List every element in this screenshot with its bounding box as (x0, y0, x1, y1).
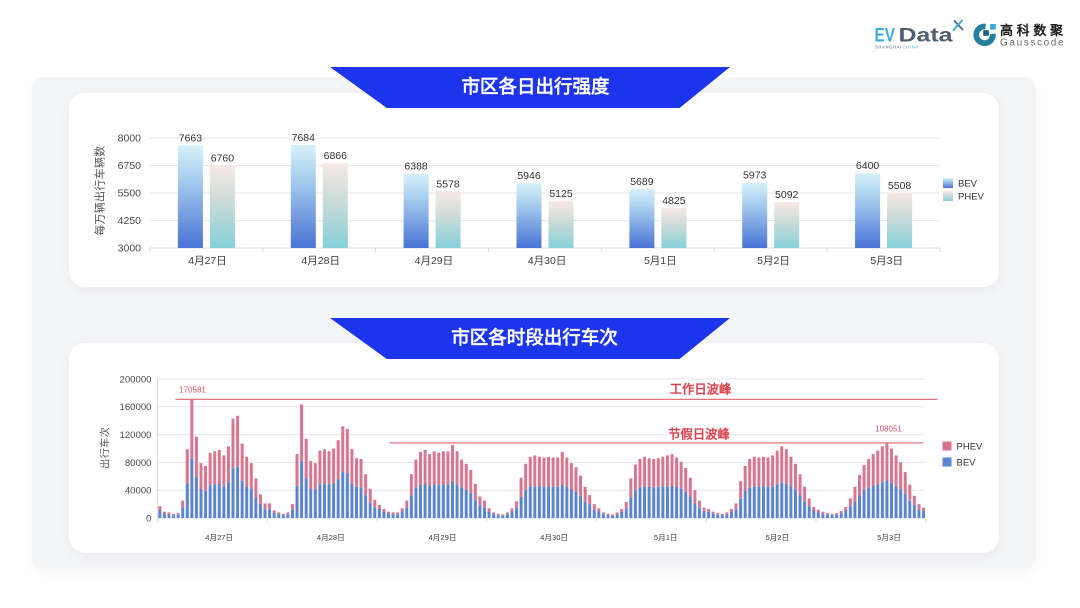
svg-text:出行车次: 出行车次 (98, 427, 111, 469)
svg-text:6388: 6388 (404, 161, 428, 173)
svg-text:Gausscode: Gausscode (1000, 37, 1064, 48)
svg-text:节假日波峰: 节假日波峰 (668, 426, 730, 441)
svg-text:5689: 5689 (630, 176, 654, 188)
svg-text:170581: 170581 (179, 385, 206, 394)
svg-text:4250: 4250 (118, 215, 142, 227)
svg-text:108051: 108051 (875, 425, 902, 434)
svg-text:4月28日: 4月28日 (317, 533, 345, 542)
svg-text:120000: 120000 (119, 430, 151, 441)
svg-text:5508: 5508 (888, 180, 912, 192)
svg-text:5973: 5973 (743, 170, 767, 182)
svg-text:PHEV: PHEV (958, 192, 985, 203)
svg-text:4月27日: 4月27日 (188, 255, 227, 267)
svg-text:4月29日: 4月29日 (429, 533, 457, 542)
svg-text:5月3日: 5月3日 (877, 533, 901, 542)
svg-text:6760: 6760 (211, 152, 235, 164)
svg-text:EV: EV (875, 25, 896, 46)
svg-text:Data: Data (899, 25, 954, 46)
svg-text:SHANGHAI: SHANGHAI (875, 44, 902, 49)
svg-text:4825: 4825 (662, 195, 686, 207)
svg-text:7684: 7684 (292, 132, 316, 144)
svg-text:160000: 160000 (119, 402, 151, 413)
svg-text:6400: 6400 (856, 160, 880, 172)
svg-text:5092: 5092 (775, 189, 799, 201)
svg-text:5578: 5578 (436, 178, 460, 190)
svg-text:每万辆出行车辆数: 每万辆出行车辆数 (93, 145, 107, 235)
svg-text:5月2日: 5月2日 (757, 255, 790, 267)
svg-text:3000: 3000 (118, 243, 142, 255)
svg-text:7663: 7663 (179, 132, 203, 144)
svg-text:CHINA: CHINA (903, 44, 919, 49)
svg-text:5500: 5500 (118, 188, 142, 200)
svg-text:6866: 6866 (324, 150, 348, 162)
svg-text:5月1日: 5月1日 (654, 533, 678, 542)
svg-text:4月27日: 4月27日 (205, 533, 233, 542)
svg-text:工作日波峰: 工作日波峰 (670, 382, 732, 397)
svg-text:5月1日: 5月1日 (644, 255, 677, 267)
svg-text:200000: 200000 (119, 374, 151, 385)
svg-text:0: 0 (146, 513, 151, 524)
svg-text:80000: 80000 (125, 458, 152, 469)
svg-text:5125: 5125 (549, 188, 573, 200)
svg-text:BEV: BEV (957, 458, 977, 469)
svg-text:5946: 5946 (517, 170, 541, 182)
svg-text:BEV: BEV (958, 179, 978, 190)
svg-text:5月3日: 5月3日 (870, 255, 903, 267)
svg-text:PHEV: PHEV (957, 442, 984, 453)
svg-text:4月30日: 4月30日 (540, 533, 568, 542)
svg-text:8000: 8000 (118, 133, 142, 145)
svg-text:5月2日: 5月2日 (765, 533, 789, 542)
svg-text:4月29日: 4月29日 (415, 255, 454, 267)
svg-text:6750: 6750 (118, 160, 142, 172)
svg-text:4月28日: 4月28日 (301, 255, 340, 267)
svg-text:4月30日: 4月30日 (528, 255, 567, 267)
svg-text:40000: 40000 (125, 486, 152, 497)
svg-text:高科数聚: 高科数聚 (1000, 23, 1064, 38)
